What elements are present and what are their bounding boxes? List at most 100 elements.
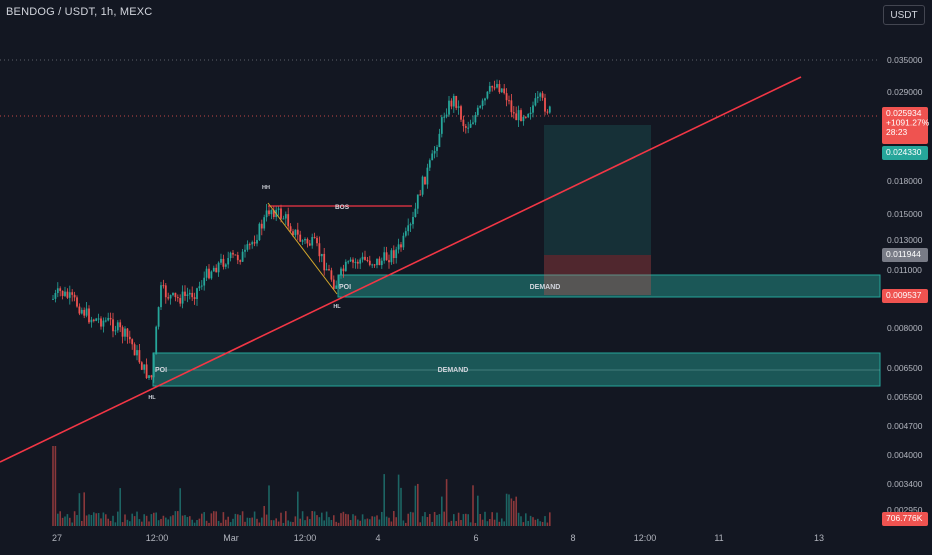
volume-bar (460, 520, 462, 526)
candle-body (80, 309, 83, 314)
volume-bar (366, 518, 369, 526)
candle-body (337, 275, 340, 286)
candle-body (428, 160, 431, 168)
candle-body (162, 285, 165, 287)
candle-body (452, 95, 455, 107)
candle-body (412, 216, 414, 225)
volume-bar (148, 521, 150, 526)
volume-bar (273, 520, 275, 526)
volume-bar (136, 511, 138, 526)
volume-bars (52, 446, 551, 526)
volume-bar (155, 512, 157, 526)
volume-bar (131, 513, 133, 526)
volume-bar (532, 517, 534, 526)
volume-bar (371, 516, 373, 526)
volume-bar (469, 522, 472, 526)
volume-bar (189, 516, 191, 526)
candle-body (66, 291, 69, 298)
volume-bar (97, 513, 100, 526)
volume-bar (433, 511, 436, 526)
volume-bar (114, 522, 117, 526)
time-tick-label: 12:00 (634, 533, 657, 543)
candle-body (138, 350, 141, 363)
volume-bar (529, 515, 532, 526)
candle-body (464, 126, 467, 128)
price-tick-label: 0.004700 (887, 421, 923, 431)
volume-bar (503, 521, 505, 526)
candle-body (544, 97, 546, 112)
candle-body (496, 84, 498, 88)
volume-bar (129, 521, 131, 526)
volume-bar (196, 519, 198, 526)
price-tick-label: 0.005500 (887, 392, 923, 402)
trendline (0, 76, 802, 463)
volume-bar (78, 493, 81, 526)
time-tick-label: Mar (223, 533, 239, 543)
volume-bar (285, 511, 287, 526)
volume-bar (71, 522, 73, 526)
volume-bar (486, 521, 489, 526)
candle-body (524, 116, 527, 118)
candle-body (354, 261, 357, 263)
volume-bar (424, 512, 426, 526)
candle-body (97, 318, 100, 320)
volume-bar (222, 512, 225, 526)
candle-body (265, 210, 268, 218)
volume-bar (117, 511, 119, 526)
volume-bar (515, 496, 517, 526)
candle-body (296, 229, 299, 235)
volume-bar (208, 522, 210, 526)
candle-body (306, 238, 309, 244)
volume-bar (138, 519, 141, 526)
candle-body (114, 330, 117, 332)
volume-bar (390, 521, 393, 526)
volume-bar (109, 520, 112, 526)
candle-body (246, 244, 249, 250)
candle-body (527, 114, 530, 118)
candle-body (169, 295, 172, 299)
volume-bar (443, 511, 445, 526)
volume-bar (289, 521, 292, 526)
candle-body (227, 258, 230, 265)
target-price-label-bg (882, 146, 928, 160)
volume-bar (270, 520, 273, 526)
candle-body (251, 242, 254, 245)
volume-bar (102, 512, 105, 526)
volume-bar (167, 519, 169, 526)
price-tick-label: 0.006500 (887, 363, 923, 373)
volume-bar (61, 517, 64, 526)
volume-bar (93, 512, 95, 526)
candle-body (167, 297, 170, 299)
candle-body (143, 364, 146, 370)
currency-button[interactable]: USDT (883, 5, 925, 25)
last-price-label-bg (882, 107, 928, 144)
candle-body (364, 256, 366, 260)
price-labels: 0.025934+1091.27%28:23 0.024330 0.011944 0.… (882, 107, 930, 526)
candle-body (378, 258, 381, 266)
candle-body (196, 288, 198, 300)
candle-body (484, 98, 486, 101)
time-tick-label: 8 (570, 533, 575, 543)
candle-body (395, 249, 398, 259)
candle-body (548, 106, 551, 113)
candle-body (491, 86, 494, 88)
volume-bar (66, 514, 69, 526)
candle-body (258, 223, 261, 241)
time-tick-label: 4 (375, 533, 380, 543)
candle-body (520, 110, 522, 122)
candle-body (462, 119, 465, 127)
candle-body (505, 93, 508, 101)
candle-body (512, 112, 515, 114)
volume-label: 706.776K (886, 513, 923, 523)
candle-body (289, 226, 292, 232)
candle-body (150, 375, 153, 378)
price-tick-label: 0.013000 (887, 235, 923, 245)
volume-bar (297, 491, 299, 526)
volume-bar (215, 511, 217, 526)
volume-bar (373, 516, 376, 526)
volume-bar (124, 514, 126, 526)
candle-body (239, 260, 242, 262)
volume-bar (354, 515, 357, 526)
